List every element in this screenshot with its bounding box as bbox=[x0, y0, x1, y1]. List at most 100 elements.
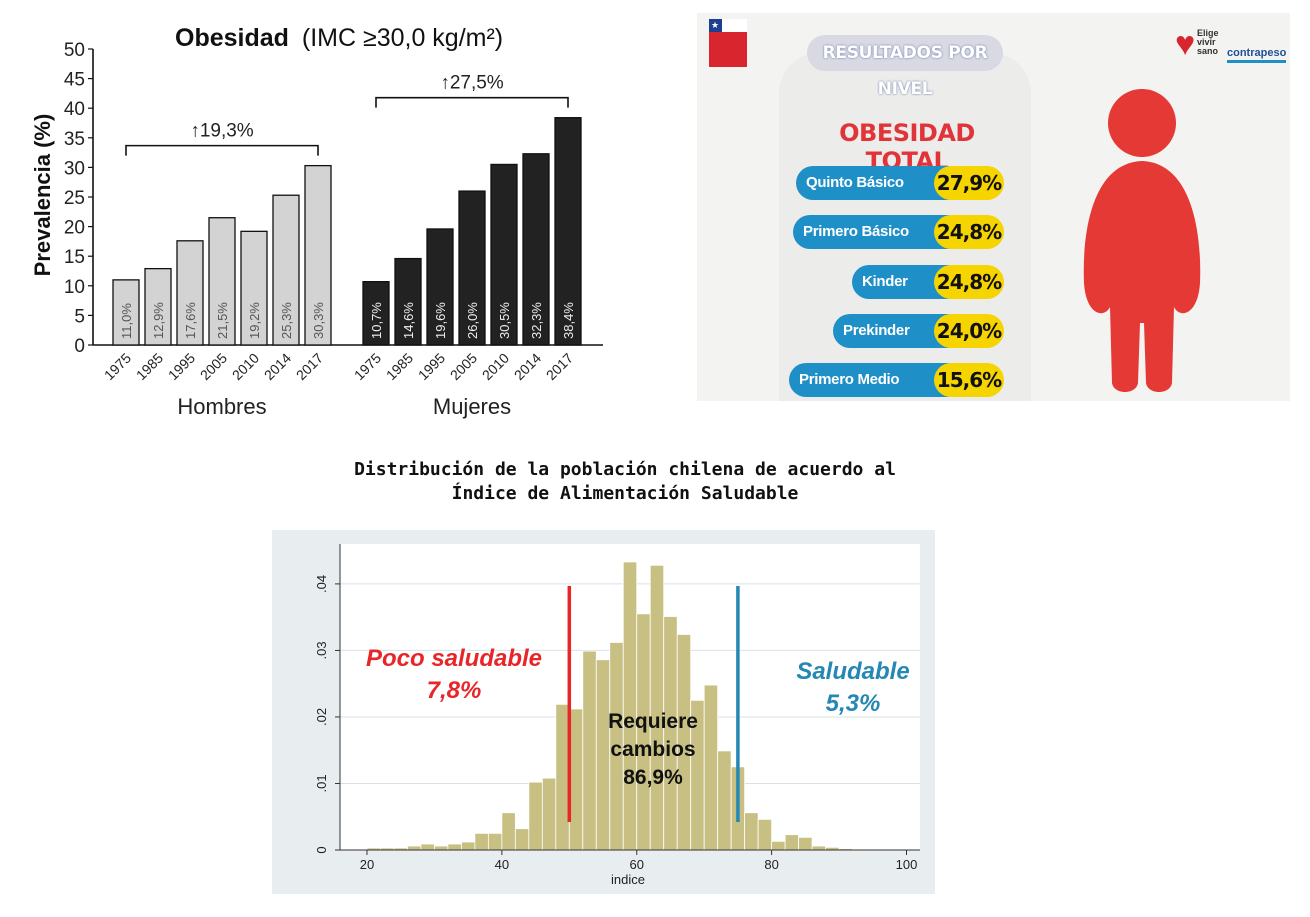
histogram-bar bbox=[487, 832, 503, 851]
chart1-xtick-label: 2005 bbox=[197, 350, 230, 383]
chart1-title: Obesidad (IMC ≥30,0 kg/m²) bbox=[175, 24, 503, 52]
chart1-bar bbox=[554, 117, 582, 346]
chart1-bar bbox=[458, 190, 486, 346]
annotation-poco-saludable: Poco saludable bbox=[366, 645, 542, 672]
chart1-bar-label: 21,5% bbox=[215, 302, 230, 339]
annotation-requiere: Requiere bbox=[608, 710, 698, 733]
chart1-ytick-label: 40 bbox=[64, 99, 85, 120]
healthy-eating-index-histogram: 0.01.02.03.04 20 40 60 80 100 Poco saludable … bbox=[272, 530, 935, 894]
histogram-title: Distribución de la población chilena de … bbox=[300, 458, 950, 506]
obesity-by-sex-chart: Obesidad (IMC ≥30,0 kg/m²) Prevalencia (… bbox=[0, 0, 620, 430]
histogram-title-line1: Distribución de la población chilena de … bbox=[354, 459, 896, 480]
chart1-xtick-label: 2014 bbox=[261, 350, 294, 383]
chart1-bar-label: 30,3% bbox=[311, 302, 326, 339]
level-label: Prekinder bbox=[833, 313, 949, 348]
level-row: Primero Medio 15,6% bbox=[697, 363, 1017, 398]
chart1-xtick-label: 2014 bbox=[511, 350, 544, 383]
star-icon: ★ bbox=[711, 20, 720, 30]
chart1-bar bbox=[304, 164, 332, 346]
chart1-bar bbox=[240, 230, 268, 346]
chart1-bar bbox=[272, 194, 300, 346]
chart1-xtick-label: 2010 bbox=[479, 350, 512, 383]
annotation-saludable: Saludable bbox=[796, 658, 909, 685]
histogram-bar bbox=[744, 812, 759, 851]
obese-figure-icon bbox=[1083, 89, 1201, 392]
annotation-cambios: cambios bbox=[610, 738, 695, 761]
chart1-bar bbox=[490, 163, 518, 346]
chart1-bar bbox=[208, 217, 236, 346]
chart1-ytick-label: 30 bbox=[64, 158, 85, 179]
histogram-ytick-label: .03 bbox=[314, 641, 329, 659]
chart1-title-main: Obesidad bbox=[175, 24, 289, 52]
chart1-xtick-label: 1995 bbox=[165, 350, 198, 383]
level-label: Kinder bbox=[852, 264, 949, 299]
chart1-xtick-label: 2017 bbox=[543, 350, 576, 383]
chart1-ytick-label: 10 bbox=[64, 277, 85, 298]
level-value: 24,8% bbox=[934, 215, 1004, 250]
chart1-ylabel: Prevalencia (%) bbox=[30, 114, 55, 277]
chart1-ytick-label: 25 bbox=[64, 188, 85, 209]
histogram-bar bbox=[757, 818, 773, 851]
level-label: Primero Básico bbox=[793, 215, 949, 250]
histogram-title-line2: Índice de Alimentación Saludable bbox=[451, 483, 799, 504]
obesity-total-title: OBESIDAD TOTAL bbox=[839, 119, 975, 175]
histogram-xtick-label: 40 bbox=[495, 857, 509, 872]
histogram-bar bbox=[798, 836, 813, 851]
level-value: 24,8% bbox=[934, 264, 1004, 299]
chart1-bar-label: 11,0% bbox=[119, 303, 134, 339]
chart1-group-label: Mujeres bbox=[433, 394, 511, 419]
histogram-bar bbox=[420, 843, 435, 851]
chart1-ytick-label: 15 bbox=[64, 247, 85, 268]
level-label: Quinto Básico bbox=[796, 166, 949, 200]
chart1-group-label: Hombres bbox=[177, 394, 266, 419]
chart1-bar-label: 10,7% bbox=[369, 302, 384, 339]
chart1-bar bbox=[112, 279, 140, 346]
chart1-xtick-label: 1985 bbox=[383, 350, 416, 383]
histogram-bar bbox=[649, 564, 665, 851]
chart1-ytick-label: 5 bbox=[74, 306, 85, 327]
histogram-bar bbox=[528, 781, 543, 851]
heart-icon: ♥ bbox=[1175, 25, 1196, 63]
histogram-xtick-label: 60 bbox=[630, 857, 644, 872]
histogram-bar bbox=[568, 708, 584, 851]
flag-blue: ★ bbox=[709, 19, 722, 32]
histogram-bar bbox=[771, 840, 786, 851]
annotation-requiere-value: 86,9% bbox=[623, 766, 683, 789]
chart1-bar-label: 19,6% bbox=[433, 302, 448, 339]
histogram-bar bbox=[501, 812, 516, 851]
histogram-bar bbox=[622, 561, 638, 851]
chart1-bar-label: 30,5% bbox=[497, 302, 512, 339]
chart1-bracket-label: ↑19,3% bbox=[190, 121, 253, 142]
histogram-bar bbox=[555, 703, 570, 851]
histogram-ytick-label: .04 bbox=[314, 575, 329, 593]
chart1-bracket bbox=[375, 96, 569, 108]
elige-vivir-sano-logo: ♥ Elige vivir sano bbox=[1175, 19, 1227, 71]
chart1-subtitle: (IMC ≥30,0 kg/m²) bbox=[302, 24, 503, 52]
chart1-bar-label: 17,6% bbox=[183, 302, 198, 339]
histogram-bar bbox=[663, 616, 678, 851]
chart1-ytick-label: 45 bbox=[64, 70, 85, 91]
histogram-bar bbox=[434, 845, 449, 851]
chart1-bar-label: 32,3% bbox=[529, 302, 544, 339]
chart1-ytick-label: 20 bbox=[64, 218, 85, 239]
histogram-xtick-label: 80 bbox=[764, 857, 778, 872]
histogram-bar bbox=[447, 843, 462, 851]
chart1-xtick-label: 1975 bbox=[351, 350, 384, 383]
chart1-ytick-label: 35 bbox=[64, 129, 85, 150]
histogram-bar bbox=[784, 834, 800, 851]
chart1-bar bbox=[176, 240, 204, 346]
histogram-bar bbox=[811, 845, 826, 851]
chart1-bar-label: 14,6% bbox=[401, 302, 416, 339]
chart1-bar-label: 12,9% bbox=[151, 302, 166, 339]
histogram-bar bbox=[474, 832, 489, 851]
chart1-xtick-label: 1975 bbox=[101, 350, 134, 383]
level-value: 15,6% bbox=[934, 363, 1004, 398]
annotation-poco-saludable-value: 7,8% bbox=[427, 677, 482, 704]
histogram-bar bbox=[541, 777, 557, 851]
chart1-xtick-label: 1985 bbox=[133, 350, 166, 383]
histogram-bar bbox=[460, 841, 476, 851]
chart1-xtick-label: 2010 bbox=[229, 350, 262, 383]
flag-red bbox=[709, 32, 747, 67]
histogram-ytick-label: .02 bbox=[314, 708, 329, 726]
